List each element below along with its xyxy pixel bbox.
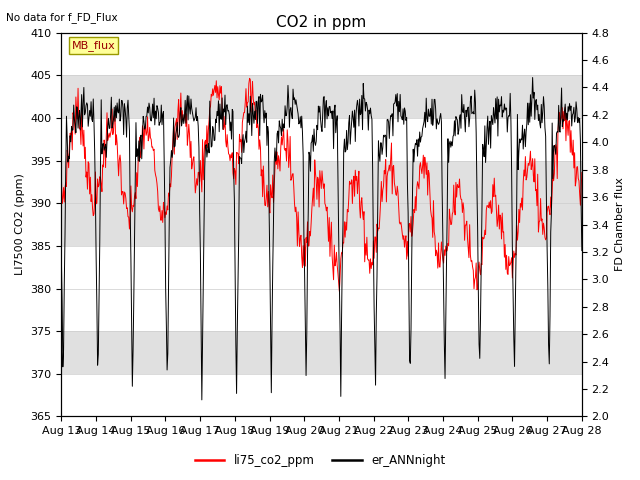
Y-axis label: LI7500 CO2 (ppm): LI7500 CO2 (ppm) bbox=[15, 174, 25, 276]
Bar bbox=[61, 160, 582, 246]
Bar bbox=[61, 75, 582, 118]
Legend: li75_co2_ppm, er_ANNnight: li75_co2_ppm, er_ANNnight bbox=[190, 449, 450, 472]
Text: MB_flux: MB_flux bbox=[72, 40, 116, 51]
Title: CO2 in ppm: CO2 in ppm bbox=[276, 15, 367, 30]
Text: No data for f_FD_Flux: No data for f_FD_Flux bbox=[6, 12, 118, 23]
Bar bbox=[61, 331, 582, 374]
Y-axis label: FD Chamber flux: FD Chamber flux bbox=[615, 178, 625, 272]
